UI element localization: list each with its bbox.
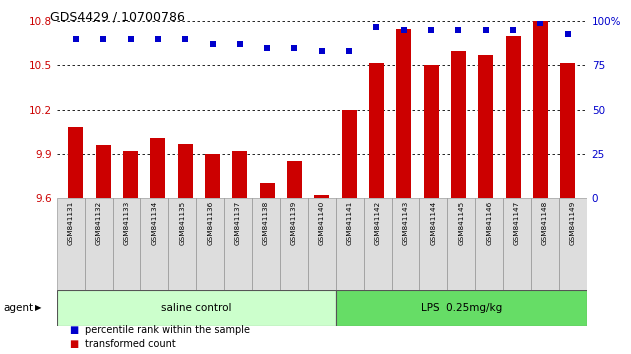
Bar — [196, 198, 224, 290]
Bar — [336, 198, 363, 290]
Bar — [259, 183, 274, 198]
Bar — [123, 151, 138, 198]
Bar — [420, 198, 447, 290]
Bar — [478, 55, 493, 198]
Bar — [57, 198, 85, 290]
Bar — [150, 138, 165, 198]
Point — [153, 36, 163, 42]
Bar — [287, 161, 302, 198]
Text: GSM841146: GSM841146 — [487, 201, 492, 245]
Bar — [308, 198, 336, 290]
Point — [481, 27, 491, 33]
Bar — [451, 51, 466, 198]
Bar — [559, 198, 587, 290]
Point — [126, 36, 136, 42]
Text: GSM841149: GSM841149 — [570, 201, 576, 245]
Bar — [112, 198, 141, 290]
Text: GSM841135: GSM841135 — [179, 201, 186, 245]
Text: GSM841138: GSM841138 — [263, 201, 269, 245]
Bar — [560, 63, 575, 198]
Text: GSM841143: GSM841143 — [403, 201, 408, 245]
Text: GSM841145: GSM841145 — [458, 201, 464, 245]
Bar — [96, 145, 111, 198]
Bar — [224, 198, 252, 290]
Bar — [341, 110, 357, 198]
Bar — [85, 198, 112, 290]
Bar — [178, 144, 192, 198]
Bar — [57, 290, 336, 326]
Point — [317, 48, 327, 54]
Bar — [447, 198, 475, 290]
Bar — [505, 36, 521, 198]
Text: GDS4429 / 10700786: GDS4429 / 10700786 — [50, 11, 186, 24]
Bar — [252, 198, 280, 290]
Bar — [205, 154, 220, 198]
Text: GSM841141: GSM841141 — [346, 201, 353, 245]
Point — [399, 27, 409, 33]
Bar — [531, 198, 559, 290]
Text: GSM841137: GSM841137 — [235, 201, 241, 245]
Bar — [141, 198, 168, 290]
Text: percentile rank within the sample: percentile rank within the sample — [85, 325, 250, 335]
Bar — [168, 198, 196, 290]
Bar — [280, 198, 308, 290]
Bar — [392, 198, 420, 290]
Point — [180, 36, 191, 42]
Bar — [533, 21, 548, 198]
Point — [426, 27, 436, 33]
Text: transformed count: transformed count — [85, 339, 176, 349]
Text: saline control: saline control — [161, 303, 232, 313]
Text: ■: ■ — [69, 325, 79, 335]
Bar — [232, 151, 247, 198]
Point — [563, 31, 573, 36]
Bar — [68, 127, 83, 198]
Point — [535, 20, 545, 26]
Point — [262, 45, 272, 51]
Text: GSM841136: GSM841136 — [207, 201, 213, 245]
Point — [208, 41, 218, 47]
Point — [372, 24, 382, 29]
Text: GSM841140: GSM841140 — [319, 201, 325, 245]
Text: GSM841144: GSM841144 — [430, 201, 437, 245]
Bar — [336, 290, 587, 326]
Point — [453, 27, 463, 33]
Text: ■: ■ — [69, 339, 79, 349]
Text: GSM841148: GSM841148 — [542, 201, 548, 245]
Text: ▶: ▶ — [35, 303, 41, 313]
Text: GSM841134: GSM841134 — [151, 201, 157, 245]
Point — [71, 36, 81, 42]
Point — [98, 36, 109, 42]
Text: GSM841132: GSM841132 — [96, 201, 102, 245]
Bar — [423, 65, 439, 198]
Point — [508, 27, 518, 33]
Text: GSM841147: GSM841147 — [514, 201, 520, 245]
Bar — [369, 63, 384, 198]
Bar — [363, 198, 392, 290]
Point — [290, 45, 300, 51]
Text: GSM841142: GSM841142 — [375, 201, 380, 245]
Point — [235, 41, 245, 47]
Text: GSM841139: GSM841139 — [291, 201, 297, 245]
Bar — [314, 195, 329, 198]
Text: agent: agent — [3, 303, 33, 313]
Text: LPS  0.25mg/kg: LPS 0.25mg/kg — [421, 303, 502, 313]
Bar — [503, 198, 531, 290]
Text: GSM841133: GSM841133 — [124, 201, 129, 245]
Bar — [396, 29, 411, 198]
Bar — [475, 198, 503, 290]
Text: GSM841131: GSM841131 — [68, 201, 74, 245]
Point — [344, 48, 354, 54]
